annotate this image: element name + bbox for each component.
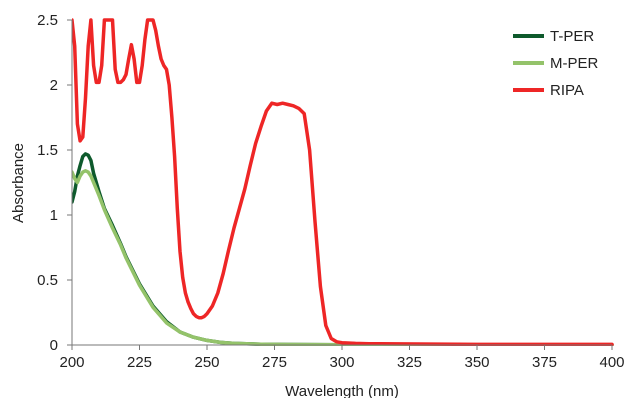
x-tick-label: 275 [262, 354, 287, 371]
series-line-t-per [72, 152, 614, 346]
x-tick-label: 400 [599, 354, 624, 371]
series-line-m-per [72, 169, 614, 346]
axis-layer [71, 20, 612, 346]
series-line-ripa [72, 18, 614, 346]
x-tick-label: 350 [464, 354, 489, 371]
x-tick-label: 200 [59, 354, 84, 371]
y-tick-label: 1.5 [37, 142, 58, 159]
y-tick-label: 0 [50, 337, 58, 354]
y-tick-label: 0.5 [37, 272, 58, 289]
x-tick-label: 225 [127, 354, 152, 371]
y-tick-label: 2 [50, 77, 58, 94]
y-tick-label: 2.5 [37, 12, 58, 29]
x-tick-label: 250 [194, 354, 219, 371]
x-tick-labels: 200 225 250 275 300 325 350 375 400 [59, 345, 625, 371]
x-tick-label: 325 [397, 354, 422, 371]
legend-label-m-per: M-PER [550, 55, 599, 72]
y-tick-label: 1 [50, 207, 58, 224]
legend-label-t-per: T-PER [550, 28, 594, 45]
legend-label-ripa: RIPA [550, 82, 584, 99]
x-tick-label: 375 [532, 354, 557, 371]
y-axis-title: Absorbance [10, 143, 27, 223]
legend: T-PER M-PER RIPA [513, 28, 599, 99]
x-tick-label: 300 [329, 354, 354, 371]
y-tick-labels: 0 0.5 1 1.5 2 2.5 [37, 12, 72, 354]
series-layer [72, 18, 614, 346]
x-axis-title: Wavelength (nm) [285, 383, 399, 398]
